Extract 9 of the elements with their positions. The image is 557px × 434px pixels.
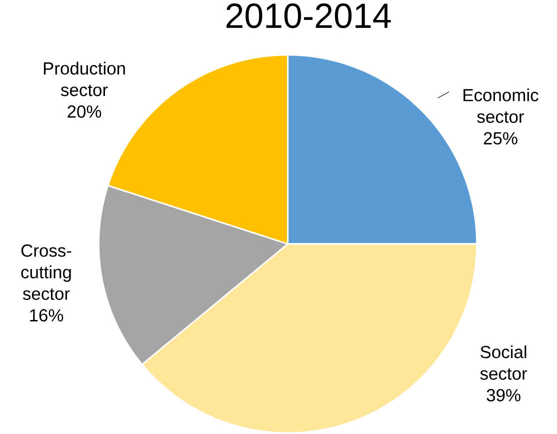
slice-label: Economic sector (464, 88, 538, 124)
slice-label: Cross-cutting sector (21, 244, 72, 300)
slice-label: Production sector (44, 62, 125, 96)
data-label: 25% (484, 132, 518, 145)
data-label: 20% (68, 106, 102, 118)
chart-title: 2010-2014 (226, 4, 391, 28)
data-label: 16% (30, 309, 64, 322)
data-label: 39% (486, 389, 520, 402)
slice-label: Social sector (480, 346, 528, 380)
